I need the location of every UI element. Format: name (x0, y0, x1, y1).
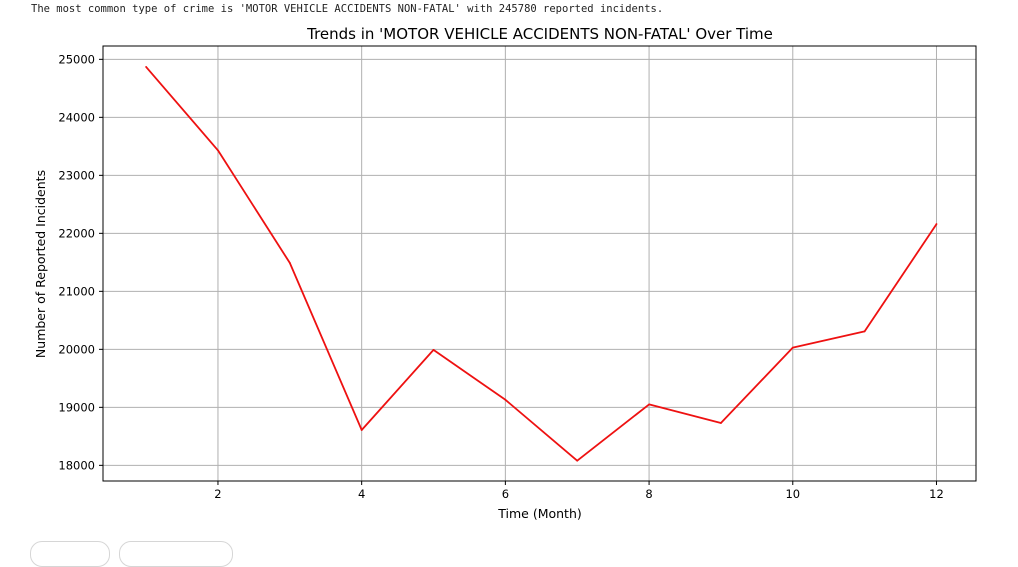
y-tick-label: 21000 (58, 284, 95, 298)
series-layer (145, 65, 938, 462)
data-point (145, 65, 148, 68)
y-tick-label: 19000 (58, 400, 95, 414)
line-chart: Trends in 'MOTOR VEHICLE ACCIDENTS NON-F… (33, 25, 977, 521)
data-point (935, 223, 938, 225)
x-tick-label: 8 (645, 487, 652, 501)
x-axis-label: Time (Month) (497, 506, 582, 521)
data-point (791, 346, 794, 349)
data-point (432, 349, 435, 351)
y-tick-label: 20000 (58, 342, 95, 356)
console-output-text: The most common type of crime is 'MOTOR … (31, 3, 664, 15)
y-tick-label: 25000 (58, 52, 95, 66)
data-point (360, 429, 363, 431)
data-point (217, 149, 219, 152)
x-tick-label: 10 (785, 487, 800, 501)
data-point (863, 330, 866, 333)
data-point (648, 403, 650, 406)
y-axis-label: Number of Reported Incidents (33, 170, 48, 358)
y-tick-label: 23000 (58, 168, 95, 182)
axis-ticks: 2 4 6 8 10 12 18000 19000 20000 21000 22000 23000 24… (58, 52, 943, 501)
data-point (576, 459, 579, 462)
series-line (145, 66, 938, 462)
chart-title: Trends in 'MOTOR VEHICLE ACCIDENTS NON-F… (306, 25, 773, 43)
grid-lines (103, 46, 976, 481)
data-point (504, 398, 507, 401)
data-point (288, 262, 291, 264)
x-tick-label: 6 (502, 487, 509, 501)
output-action-button[interactable] (30, 541, 110, 567)
x-tick-label: 4 (358, 487, 365, 501)
plot-frame (102, 45, 977, 482)
output-action-button[interactable] (119, 541, 233, 567)
y-tick-label: 18000 (58, 458, 95, 472)
data-point (720, 422, 722, 424)
y-tick-label: 22000 (58, 226, 95, 240)
y-tick-label: 24000 (58, 110, 95, 124)
x-tick-label: 2 (214, 487, 221, 501)
x-tick-label: 12 (929, 487, 944, 501)
